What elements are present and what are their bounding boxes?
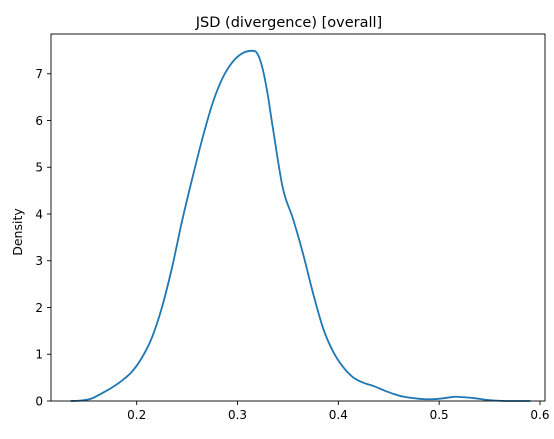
- y-tick-label: 2: [35, 301, 43, 315]
- x-tick-label: 0.6: [530, 408, 549, 422]
- series-layer: [70, 49, 531, 402]
- y-axis-label: Density: [10, 208, 25, 256]
- x-tick-label: 0.3: [228, 408, 247, 422]
- x-tick-label: 0.2: [127, 408, 146, 422]
- x-tick-label: 0.4: [329, 408, 348, 422]
- y-axis-ticks: 0 1 2 3 4 5 6 7: [35, 67, 51, 409]
- x-tick-label: 0.5: [430, 408, 449, 422]
- x-axis-ticks: 0.2 0.3 0.4 0.5 0.6: [127, 401, 550, 422]
- y-tick-label: 4: [35, 207, 43, 221]
- y-tick-label: 3: [35, 254, 43, 268]
- plot-frame: [50, 33, 546, 402]
- y-tick-label: 1: [35, 348, 43, 362]
- chart-title: JSD (divergence) [overall]: [195, 15, 382, 31]
- density-curve: [70, 49, 531, 402]
- y-tick-label: 6: [35, 114, 43, 128]
- y-tick-label: 0: [35, 395, 43, 409]
- y-tick-label: 7: [35, 67, 43, 81]
- y-tick-label: 5: [35, 161, 43, 175]
